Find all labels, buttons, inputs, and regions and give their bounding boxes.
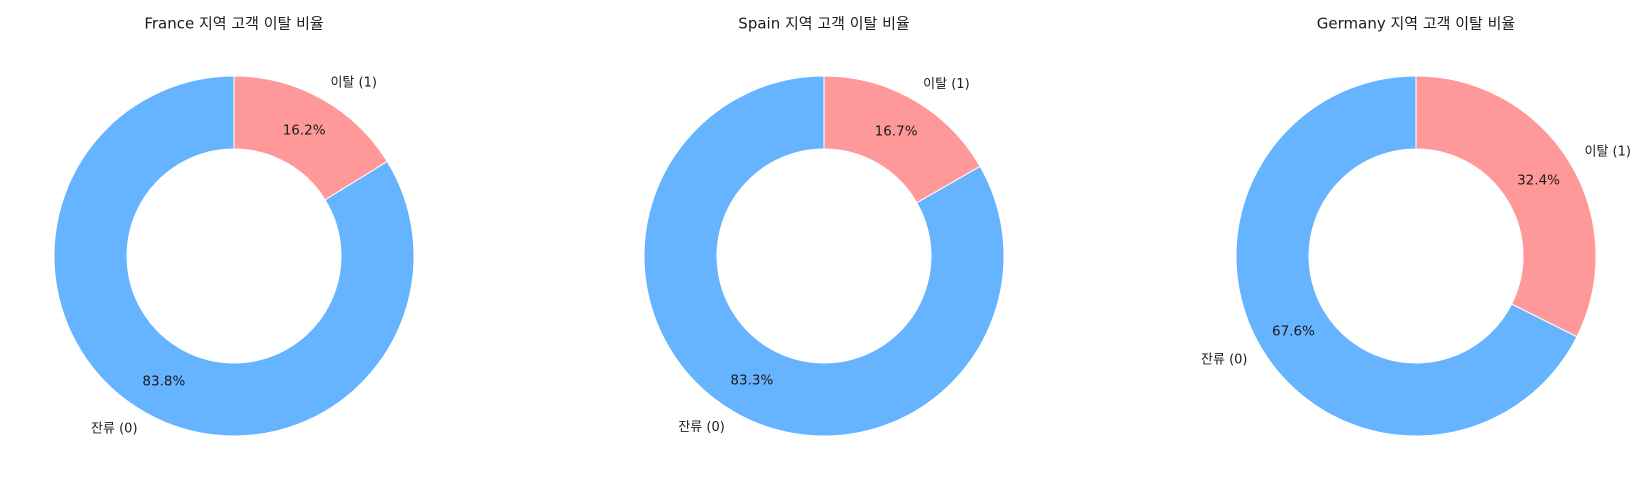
slice-stay-france [53, 75, 415, 437]
chart-title-spain: Spain 지역 고객 이탈 비율 [738, 15, 909, 33]
pct-label-churn-france: 16.2% [283, 122, 326, 138]
slice-stay-germany [1235, 75, 1578, 437]
chart-title-france: France 지역 고객 이탈 비율 [144, 15, 323, 33]
slice-label-stay-spain: 잔류 (0) [678, 420, 724, 435]
chart-title-germany: Germany 지역 고객 이탈 비율 [1317, 15, 1515, 33]
pct-label-stay-germany: 67.6% [1272, 324, 1315, 340]
slice-label-stay-france: 잔류 (0) [91, 421, 137, 436]
slice-label-churn-france: 이탈 (1) [330, 76, 376, 91]
pct-label-churn-spain: 16.7% [875, 123, 918, 139]
slice-churn-germany [1415, 75, 1597, 338]
slice-label-stay-germany: 잔류 (0) [1201, 352, 1247, 367]
pct-label-churn-germany: 32.4% [1517, 172, 1560, 188]
slice-churn-france [233, 75, 388, 201]
slice-stay-spain [643, 75, 1005, 437]
slice-label-churn-spain: 이탈 (1) [923, 77, 969, 92]
slice-churn-spain [823, 75, 981, 204]
pct-label-stay-france: 83.8% [142, 374, 185, 390]
pct-label-stay-spain: 83.3% [730, 373, 773, 389]
slice-label-churn-germany: 이탈 (1) [1584, 145, 1630, 160]
